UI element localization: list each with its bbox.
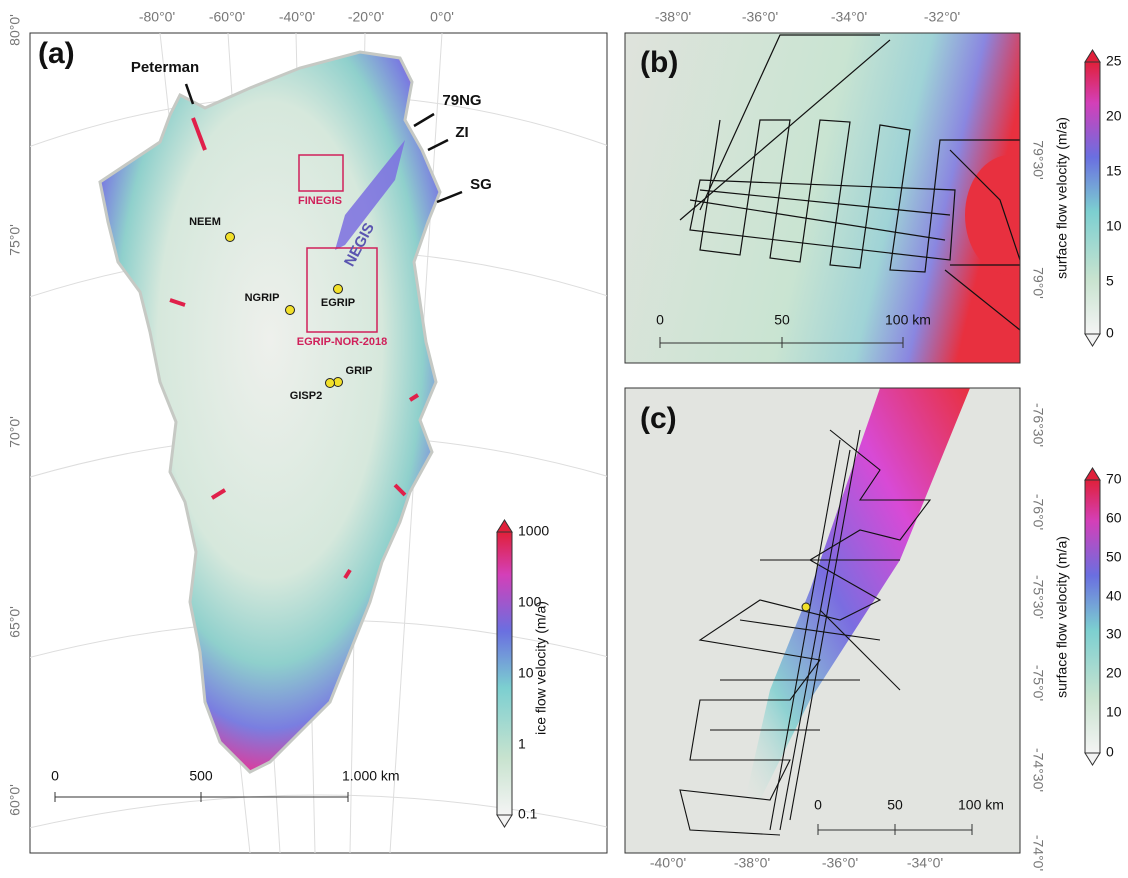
panel-label: (a)	[38, 37, 75, 70]
colorbar-tick-label: 60	[1106, 510, 1122, 526]
lon-label: -20°0'	[348, 9, 384, 25]
colorbar-tick-label: 5	[1106, 273, 1114, 289]
lat-label: 80°0'	[7, 14, 23, 46]
site-label: NGRIP	[245, 292, 280, 304]
lon-label: -32°0'	[924, 9, 960, 25]
panel-label: (c)	[640, 402, 677, 435]
scale-label: 0	[51, 768, 59, 784]
colorbar-tick-label: 10	[518, 665, 534, 681]
site-label: EGRIP	[321, 297, 355, 309]
figure: (a) (b) (c) -80°0' -60°0' -40°0' -20°0' 0°0' 80°…	[0, 0, 1128, 873]
colorbar-tick-label: 40	[1106, 588, 1122, 604]
scale-label: 50	[774, 312, 790, 328]
site-label: GISP2	[290, 390, 322, 402]
lat-label: 75°0'	[7, 224, 23, 256]
scale-label: 1.000 km	[342, 768, 400, 784]
colorbar-tick-label: 10	[1106, 704, 1122, 720]
scale-label: 0	[656, 312, 664, 328]
colorbar-tick-label: 20	[1106, 108, 1122, 124]
lon-label: -36°0'	[742, 9, 778, 25]
lat-label: 60°0'	[7, 784, 23, 816]
colorbar-tick-label: 30	[1106, 626, 1122, 642]
scale-label: 50	[887, 797, 903, 813]
scale-label: 100 km	[885, 312, 931, 328]
region-label: EGRIP-NOR-2018	[297, 336, 387, 348]
lon-label: -34°0'	[907, 855, 943, 871]
lat-label: -76°30'	[1030, 403, 1046, 447]
panel-label: (b)	[640, 46, 678, 79]
colorbar-tick-label: 1	[518, 736, 526, 752]
lon-label: -36°0'	[822, 855, 858, 871]
scale-label: 100 km	[958, 797, 1004, 813]
site-marker	[802, 603, 810, 611]
region-label: FINEGIS	[298, 195, 342, 207]
colorbar-tick-label: 50	[1106, 549, 1122, 565]
lat-label: -75°0'	[1030, 665, 1046, 701]
lon-label: -80°0'	[139, 9, 175, 25]
lat-label: -75°30'	[1030, 575, 1046, 619]
colorbar-tick-label: 10	[1106, 218, 1122, 234]
annotation: Peterman	[131, 59, 199, 76]
site-label: GRIP	[346, 365, 373, 377]
colorbar-tick-label: 0	[1106, 325, 1114, 341]
lat-label: 65°0'	[7, 606, 23, 638]
lon-label: -34°0'	[831, 9, 867, 25]
site-label: NEEM	[189, 216, 221, 228]
colorbar-tick-label: 1000	[518, 523, 549, 539]
velocity-map	[625, 33, 1020, 363]
lon-label: -60°0'	[209, 9, 245, 25]
lon-label: -38°0'	[734, 855, 770, 871]
colorbar-tick-label: 25	[1106, 53, 1122, 69]
colorbar-label: surface flow velocity (m/a)	[1054, 536, 1070, 698]
colorbar-tick-label: 15	[1106, 163, 1122, 179]
colorbar-tick-label: 0	[1106, 744, 1114, 760]
colorbar	[1085, 62, 1100, 334]
colorbar-arrow	[1085, 334, 1100, 346]
lon-label: -40°0'	[279, 9, 315, 25]
scale-label: 500	[189, 768, 213, 784]
lon-label: -40°0'	[650, 855, 686, 871]
colorbar-arrow	[1085, 468, 1100, 480]
lat-label: 79°30'	[1030, 140, 1046, 179]
colorbar-tick-label: 70	[1106, 471, 1122, 487]
colorbar-label: ice flow velocity (m/a)	[533, 601, 549, 735]
scale-label: 0	[814, 797, 822, 813]
lon-label: -38°0'	[655, 9, 691, 25]
colorbar	[497, 532, 512, 815]
lat-label: -74°0'	[1030, 835, 1046, 871]
annotation: SG	[470, 176, 492, 193]
lat-label: 70°0'	[7, 416, 23, 448]
annotation: 79NG	[442, 92, 481, 109]
colorbar-arrow	[1085, 50, 1100, 62]
lat-label: -76°0'	[1030, 494, 1046, 530]
colorbar-tick-label: 0.1	[518, 806, 538, 822]
colorbar-arrow	[1085, 753, 1100, 765]
colorbar-tick-label: 20	[1106, 665, 1122, 681]
colorbar	[1085, 480, 1100, 753]
lat-label: 79°0'	[1030, 267, 1046, 299]
lat-label: -74°30'	[1030, 748, 1046, 792]
annotation: ZI	[455, 124, 468, 141]
lon-label: 0°0'	[430, 9, 454, 25]
colorbar-label: surface flow velocity (m/a)	[1054, 117, 1070, 279]
